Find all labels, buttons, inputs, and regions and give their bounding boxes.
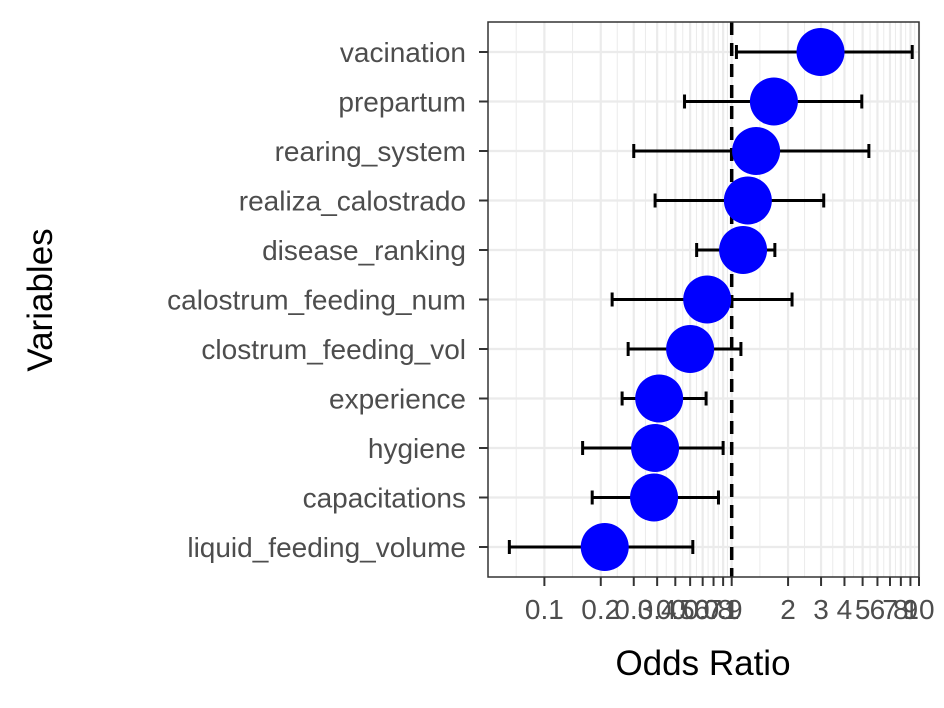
y-tick-label: liquid_feeding_volume: [187, 532, 466, 563]
y-tick-label: disease_ranking: [262, 235, 466, 266]
x-tick-label: 0.4: [638, 594, 677, 625]
x-tick-label: 4: [837, 594, 853, 625]
x-tick-label: 9: [903, 594, 919, 625]
y-tick-label: vacination: [340, 37, 466, 68]
x-tick-label: 8: [893, 594, 909, 625]
x-tick-label: 10: [903, 594, 934, 625]
x-tick-label: 6: [870, 594, 886, 625]
odds-ratio-point: [723, 176, 772, 225]
x-tick-label: 0.2: [581, 594, 620, 625]
x-tick-label: 0.1: [525, 594, 564, 625]
odds-ratio-point: [732, 127, 781, 175]
x-tick-label: 0.6: [671, 594, 710, 625]
y-axis-ticks: vacination prepartum rearing_systemrealiza…: [167, 37, 488, 563]
odds-ratio-point: [683, 275, 732, 324]
y-tick-label: experience: [329, 384, 466, 415]
odds-ratio-point: [631, 424, 680, 472]
x-tick-label: 0.3: [614, 594, 653, 625]
x-axis-title: Odds Ratio: [615, 644, 790, 683]
odds-ratio-point: [719, 226, 768, 274]
odds-ratio-point: [749, 77, 798, 126]
x-tick-label: 5: [855, 594, 871, 625]
odds-ratio-point: [796, 28, 845, 76]
x-tick-label: 7: [882, 594, 898, 625]
y-axis-title: Variables: [21, 228, 60, 371]
y-tick-label: prepartum: [338, 87, 466, 118]
y-tick-label: hygiene: [368, 433, 466, 464]
y-tick-label: calostrum_feeding_num: [167, 285, 466, 316]
x-tick-label: 0.9: [704, 594, 743, 625]
x-tick-label: 0.5: [656, 594, 695, 625]
odds-ratio-point: [630, 473, 679, 522]
y-tick-label: rearing_system: [275, 136, 466, 167]
x-tick-label: 2: [780, 594, 796, 625]
y-tick-label: realiza_calostrado: [239, 186, 466, 217]
odds-ratio-point: [580, 523, 629, 571]
x-tick-label: 0.8: [694, 594, 733, 625]
x-tick-label: 0.7: [683, 594, 722, 625]
x-tick-label: 1: [724, 594, 740, 625]
points: [580, 28, 845, 571]
x-tick-label: 3: [813, 594, 829, 625]
y-tick-label: clostrum_feeding_vol: [201, 334, 466, 365]
y-tick-label: capacitations: [303, 483, 466, 514]
odds-ratio-point: [666, 325, 715, 373]
odds-ratio-point: [635, 374, 684, 423]
